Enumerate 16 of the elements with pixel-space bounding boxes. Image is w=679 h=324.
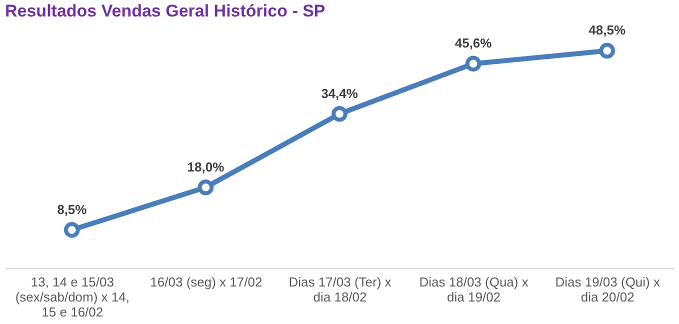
data-label: 8,5%	[57, 202, 88, 217]
data-label: 48,5%	[588, 22, 626, 38]
point	[332, 106, 348, 122]
point	[465, 56, 482, 72]
chart-title: Resultados Vendas Geral Histórico - SP	[5, 2, 326, 21]
point	[599, 42, 616, 59]
point	[64, 222, 80, 238]
x-tick-label: Dias 17/03 (Ter) x dia 18/02	[288, 274, 392, 304]
x-tick-label: 13, 14 e 15/03 (sex/sab/dom) x 14, 15 e 16/02	[15, 274, 130, 320]
point	[198, 179, 214, 196]
data-label: 45,6%	[454, 36, 492, 51]
data-label: 34,4%	[321, 86, 358, 101]
x-tick-label: Dias 19/03 (Qui) x dia 20/02	[555, 274, 660, 304]
x-tick-label: 16/03 (seg) x 17/02	[150, 274, 262, 290]
data-label: 18,0%	[187, 159, 225, 174]
x-tick-label: Dias 18/03 (Qua) x dia 19/02	[419, 274, 529, 304]
